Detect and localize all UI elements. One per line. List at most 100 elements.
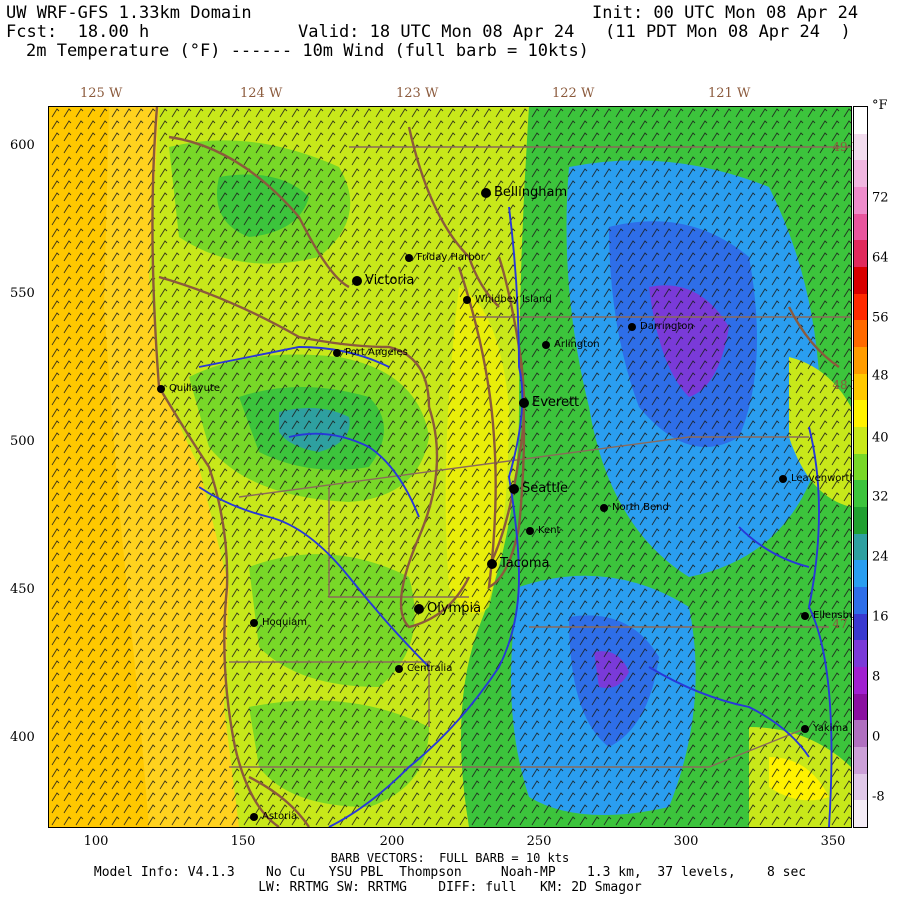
x-tick-150: 150: [230, 834, 256, 849]
model-title: UW WRF-GFS 1.33km Domain: [6, 3, 252, 23]
city-marker: [250, 813, 258, 821]
city-label: North Bend: [612, 502, 669, 513]
city-marker: [509, 484, 519, 494]
city-label: Victoria: [365, 273, 415, 288]
city-label: Yakima: [813, 723, 849, 734]
city-marker: [801, 725, 809, 733]
colorbar-segment: [854, 347, 867, 375]
city-marker: [414, 604, 424, 614]
colorbar-segment: [854, 133, 867, 161]
colorbar-segment: [854, 480, 867, 508]
colorbar-segment: [854, 560, 867, 588]
city-marker: [779, 475, 787, 483]
city-marker: [333, 349, 341, 357]
colorbar-label: 32: [872, 489, 889, 505]
city-label: Friday Harbor: [417, 252, 485, 263]
colorbar-segment: [854, 640, 867, 668]
city-label: Kent: [538, 525, 561, 536]
init-time: Init: 00 UTC Mon 08 Apr 24: [592, 3, 859, 23]
colorbar-segment: [854, 693, 867, 721]
x-tick-200: 200: [379, 834, 405, 849]
colorbar-unit: °F: [872, 98, 888, 113]
city-label: Whidbey Island: [475, 294, 552, 305]
colorbar-label: 72: [872, 190, 889, 206]
x-tick-100: 100: [83, 834, 109, 849]
colorbar-segment: [854, 720, 867, 748]
city-label: Bellingham: [494, 185, 568, 200]
colorbar-segment: [854, 453, 867, 481]
colorbar-segment: [854, 400, 867, 428]
temperature-colorbar: [853, 106, 868, 828]
city-marker: [463, 296, 471, 304]
colorbar-segment: [854, 747, 867, 775]
city-marker: [157, 385, 165, 393]
lon-label-123w: 123 W: [396, 86, 439, 101]
physics-info: LW: RRTMG SW: RRTMG DIFF: full KM: 2D Sm…: [258, 880, 642, 895]
colorbar-label: 24: [872, 549, 889, 565]
city-marker: [801, 612, 809, 620]
colorbar-segment: [854, 507, 867, 535]
city-label: Leavenworth: [791, 473, 856, 484]
colorbar-segment: [854, 533, 867, 561]
lon-label-125w: 125 W: [80, 86, 123, 101]
city-marker: [405, 254, 413, 262]
y-tick-500: 500: [10, 434, 35, 449]
colorbar-segment: [854, 587, 867, 615]
x-tick-350: 350: [820, 834, 846, 849]
valid-time: Valid: 18 UTC Mon 08 Apr 24 (11 PDT Mon …: [298, 22, 851, 42]
colorbar-segment: [854, 373, 867, 401]
colorbar-segment: [854, 427, 867, 455]
x-tick-250: 250: [526, 834, 552, 849]
city-marker: [352, 276, 362, 286]
city-marker: [542, 341, 550, 349]
y-tick-550: 550: [10, 286, 35, 301]
city-marker: [628, 323, 636, 331]
colorbar-segment: [854, 107, 867, 135]
model-info: Model Info: V4.1.3 No Cu YSU PBL Thompso…: [93, 865, 807, 880]
colorbar-segment: [854, 613, 867, 641]
colorbar-segment: [854, 773, 867, 801]
city-label: Everett: [532, 395, 580, 410]
colorbar-segment: [854, 800, 867, 828]
colorbar-segment: [854, 320, 867, 348]
city-label: Arlington: [554, 339, 600, 350]
field-description: 2m Temperature (°F) ------ 10m Wind (ful…: [26, 41, 589, 61]
colorbar-segment: [854, 213, 867, 241]
city-marker: [487, 559, 497, 569]
city-label: Centralia: [407, 663, 453, 674]
city-label: Port Angeles: [345, 347, 408, 358]
y-tick-450: 450: [10, 582, 35, 597]
colorbar-segment: [854, 293, 867, 321]
colorbar-label: 8: [872, 669, 881, 685]
colorbar-label: 48: [872, 368, 889, 384]
colorbar-segment: [854, 240, 867, 268]
colorbar-label: -8: [872, 789, 885, 805]
city-marker: [519, 398, 529, 408]
y-tick-400: 400: [10, 730, 35, 745]
city-label: Tacoma: [500, 556, 550, 571]
city-marker: [395, 665, 403, 673]
city-marker: [526, 527, 534, 535]
colorbar-segment: [854, 267, 867, 295]
city-label: Astoria: [262, 811, 298, 822]
colorbar-segment: [854, 160, 867, 188]
colorbar-label: 64: [872, 250, 889, 266]
temperature-map[interactable]: [48, 106, 852, 828]
city-label: Hoquiam: [262, 617, 307, 628]
colorbar-label: 0: [872, 729, 881, 745]
colorbar-label: 16: [872, 609, 889, 625]
city-label: Seattle: [522, 481, 569, 496]
city-marker: [600, 504, 608, 512]
city-marker: [250, 619, 258, 627]
x-tick-300: 300: [673, 834, 699, 849]
colorbar-segment: [854, 187, 867, 215]
y-tick-600: 600: [10, 138, 35, 153]
map-canvas: [49, 107, 851, 827]
city-label: Ellensburg: [813, 610, 866, 621]
colorbar-label: 40: [872, 430, 889, 446]
city-label: Quillayute: [169, 383, 221, 394]
lon-label-124w: 124 W: [240, 86, 283, 101]
colorbar-segment: [854, 667, 867, 695]
city-label: Olympia: [427, 601, 482, 616]
lon-label-121w: 121 W: [708, 86, 751, 101]
